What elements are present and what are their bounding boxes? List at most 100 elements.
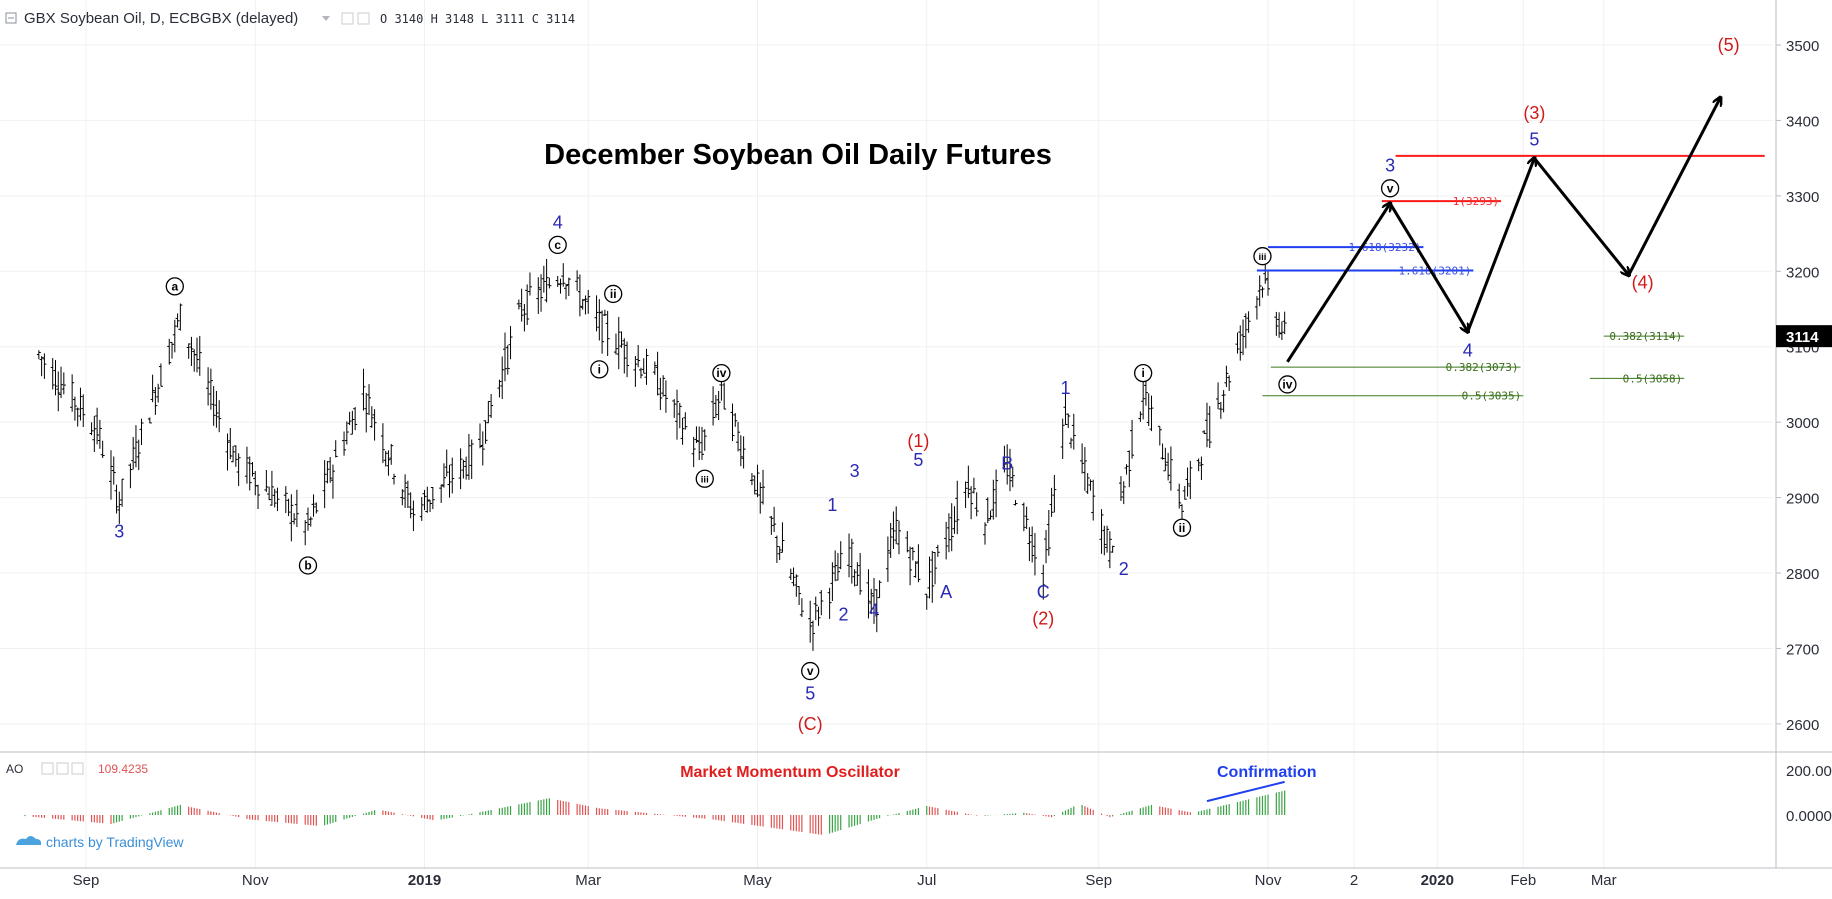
ohlc-bar: [672, 399, 677, 418]
ohlc-bar: [1118, 476, 1123, 501]
ohlc-bar: [683, 412, 688, 430]
ohlc-bar: [597, 299, 602, 341]
osc-value: 109.4235: [98, 762, 148, 776]
ohlc-bar: [308, 516, 313, 527]
ohlc-bar: [1052, 474, 1057, 513]
wave-label-text: i: [1141, 366, 1144, 380]
ohlc-bar: [891, 511, 896, 549]
osc-settings-icon[interactable]: [56, 762, 69, 775]
ohlc-bar: [228, 427, 233, 460]
symbol-dropdown-icon[interactable]: [322, 16, 330, 21]
ohlc-bar: [1149, 395, 1154, 432]
ohlc-bar: [367, 384, 372, 416]
ohlc-bar: [350, 410, 355, 435]
ohlc-bar: [225, 433, 230, 471]
ohlc-bar: [1102, 525, 1107, 556]
wave-label-text: (3): [1523, 103, 1545, 123]
ohlc-bar: [1124, 464, 1129, 475]
ohlc-bar: [478, 423, 483, 449]
wave-label-circle: [1134, 363, 1153, 383]
wave-label-circled: a: [165, 277, 184, 296]
tradingview-watermark: charts by TradingView: [16, 834, 184, 850]
ohlc-bar: [458, 448, 463, 490]
fib-level-label: 0.382(3114): [1609, 330, 1682, 343]
ohlc-bar: [927, 556, 932, 599]
ohlc-bar: [131, 437, 136, 470]
ohlc-bar: [206, 367, 211, 406]
ohlc-bar: [946, 513, 951, 553]
wave-label-circled: i: [590, 360, 609, 379]
ohlc-bar: [1027, 527, 1032, 562]
ohlc-bar: [1188, 460, 1193, 500]
ohlc-bar: [702, 429, 707, 451]
projection-arrow: [1533, 157, 1628, 275]
ohlc-bar: [353, 407, 358, 431]
ohlc-bar: [117, 491, 122, 524]
wave-label-text: (4): [1632, 273, 1654, 293]
osc-eye-icon[interactable]: [41, 762, 54, 775]
wave-label-circle: [712, 363, 731, 383]
ohlc-bar: [971, 477, 976, 494]
ohlc-bar: [372, 409, 377, 441]
settings-icon[interactable]: [357, 12, 370, 25]
ohlc-bar: [158, 363, 163, 387]
ohlc-bar: [600, 310, 605, 354]
ohlc-bar: [933, 551, 938, 585]
eye-icon[interactable]: [341, 12, 354, 25]
wave-label-text: 5: [805, 684, 815, 704]
ohlc-bar: [1274, 311, 1279, 336]
fib-level-label: 1(3293): [1453, 195, 1499, 208]
ohlc-bar: [1032, 532, 1037, 576]
ohlc-bar: [738, 435, 743, 467]
cloud-icon: [16, 836, 42, 845]
ohlc-bar: [872, 577, 877, 624]
ohlc-bar: [328, 457, 333, 483]
ohlc-bar: [1246, 311, 1251, 333]
ohlc-bar: [247, 456, 252, 491]
ohlc-bar: [292, 513, 297, 525]
fib-level-label: 1.618(3232): [1349, 241, 1422, 254]
ohlc-bar: [178, 303, 183, 331]
ohlc-bar: [566, 277, 571, 296]
wave-label-text: i: [598, 362, 601, 376]
time-axis-label: Mar: [575, 872, 601, 889]
ohlc-bar: [50, 358, 55, 390]
ohlc-bar: [441, 463, 446, 488]
ohlc-bar: [1063, 393, 1068, 425]
ohlc-bar: [447, 464, 452, 498]
price-axis-label: 2600: [1786, 717, 1819, 734]
ohlc-bar: [333, 440, 338, 458]
ohlc-bar: [564, 283, 569, 300]
ohlc-bar: [755, 464, 760, 498]
ohlc-bar: [616, 316, 621, 370]
collapse-icon[interactable]: [5, 12, 17, 24]
ohlc-bar: [425, 486, 430, 513]
ohlc-bar: [408, 492, 413, 519]
ohlc-bar: [405, 480, 410, 509]
time-axis-label: 2020: [1421, 872, 1454, 889]
chart-title: December Soybean Oil Daily Futures: [544, 139, 1052, 171]
osc-axis-label: 0.0000: [1786, 808, 1832, 825]
ohlc-bar: [527, 272, 532, 296]
ohlc-bar: [1041, 564, 1046, 600]
ohlc-bar: [150, 374, 155, 403]
fib-level-label: 0.5(3058): [1623, 372, 1683, 385]
ohlc-bar: [195, 337, 199, 373]
ohlc-bar: [264, 470, 269, 492]
wave-label-circled: iv: [1278, 375, 1297, 394]
ohlc-bar: [1024, 506, 1029, 530]
ohlc-bar: [983, 522, 987, 545]
ohlc-bar: [833, 550, 838, 582]
wave-label-circle: [1253, 247, 1272, 266]
ohlc-bar: [772, 506, 777, 532]
ohlc-bar: [519, 288, 524, 322]
osc-close-icon[interactable]: [71, 762, 84, 775]
ohlc-bar: [361, 368, 366, 411]
ohlc-bar: [777, 546, 782, 561]
wave-label-text: 3: [850, 461, 860, 481]
wave-label-text: B: [1001, 454, 1013, 474]
ohlc-bar: [1013, 500, 1018, 506]
wave-label-text: 1: [1060, 378, 1070, 398]
ohlc-bar: [699, 426, 704, 460]
